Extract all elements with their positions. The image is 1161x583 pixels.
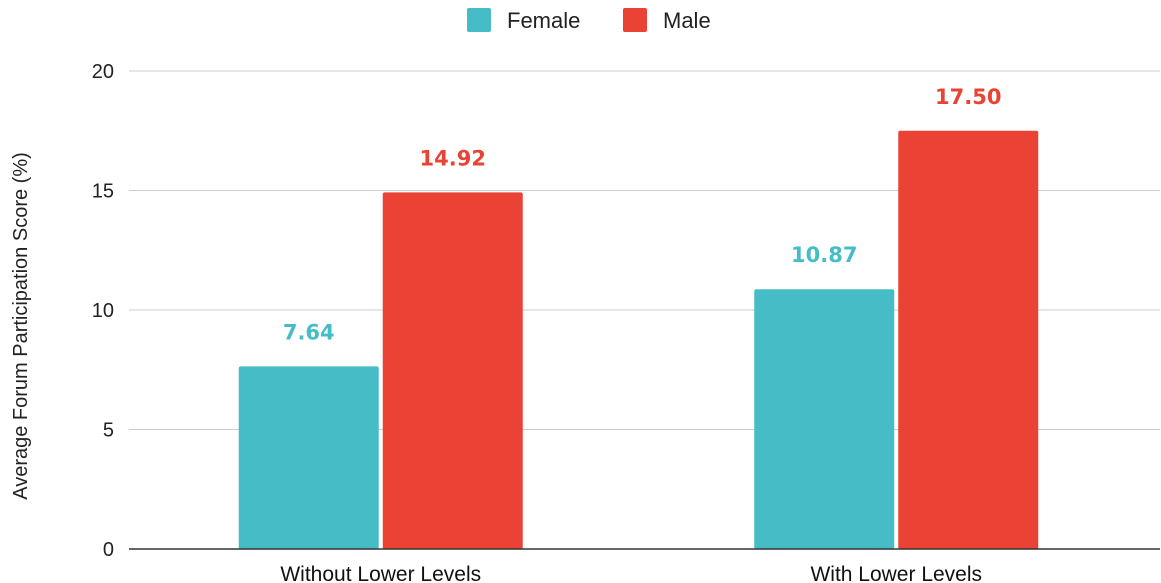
data-label: 10.87 xyxy=(791,243,857,267)
bar-female-0 xyxy=(238,366,379,549)
data-labels: 7.64 14.92 10.87 17.50 xyxy=(283,85,1002,345)
y-axis-ticks: 0 5 10 15 20 xyxy=(92,61,114,561)
bars xyxy=(238,130,1039,550)
x-axis-labels: Without Lower Levels With Lower Levels xyxy=(129,548,1160,583)
data-label: 17.50 xyxy=(935,85,1001,109)
data-label: 14.92 xyxy=(420,146,486,170)
legend-label: Male xyxy=(663,8,711,33)
legend: Female Male xyxy=(467,8,711,33)
bar-male-1 xyxy=(898,130,1039,549)
legend-swatch-female xyxy=(467,8,491,32)
x-tick-label: With Lower Levels xyxy=(810,563,982,583)
y-tick-label: 20 xyxy=(92,61,114,83)
y-tick-label: 0 xyxy=(103,539,114,561)
y-tick-label: 15 xyxy=(92,181,114,203)
y-tick-label: 5 xyxy=(103,420,114,442)
bar-male-0 xyxy=(382,192,523,550)
y-tick-label: 10 xyxy=(92,300,114,322)
data-label: 7.64 xyxy=(283,320,335,344)
bar-female-1 xyxy=(754,289,895,549)
legend-swatch-male xyxy=(623,8,647,32)
x-tick-label: Without Lower Levels xyxy=(280,563,481,583)
legend-label: Female xyxy=(507,8,580,33)
y-axis-title: Average Forum Participation Score (%) xyxy=(10,152,32,500)
